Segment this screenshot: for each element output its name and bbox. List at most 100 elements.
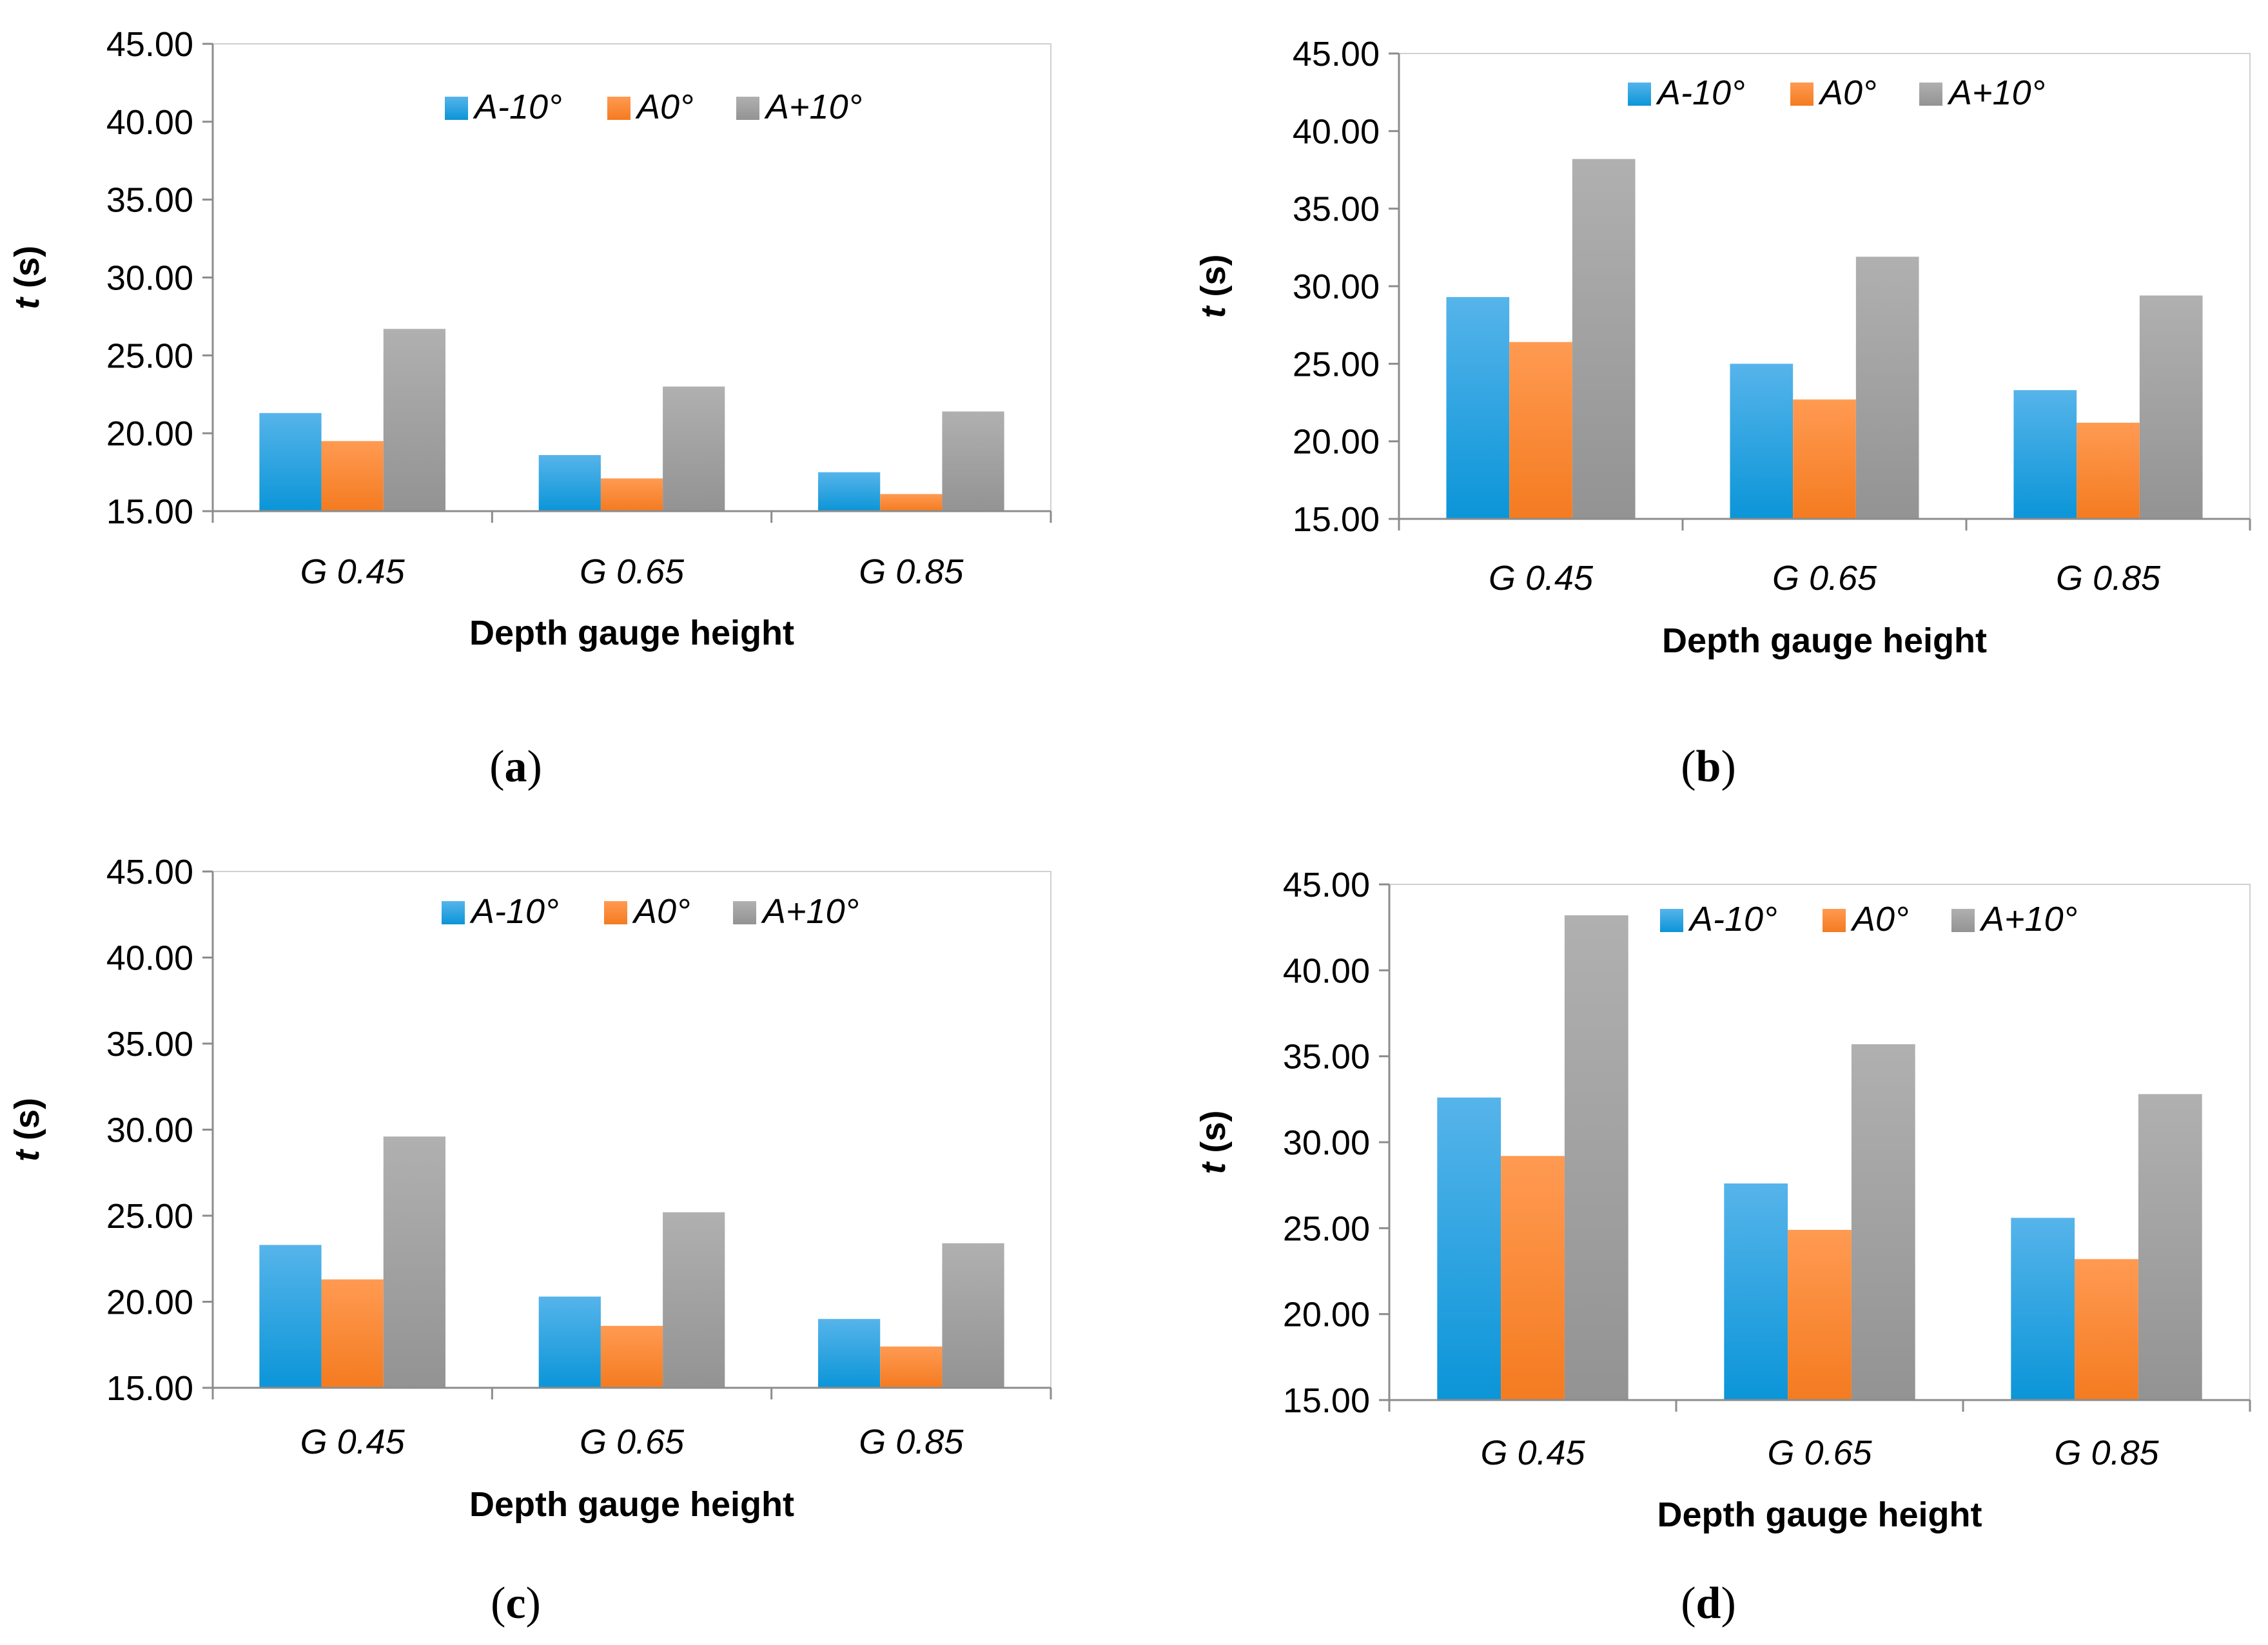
bar-a-s0-c1 [538,455,601,511]
panel-label-b-letter: b [1696,742,1721,792]
panel-label-a-letter: a [504,742,527,792]
legend-label-a-2: A+10° [764,88,862,126]
legend-label-a-1: A0° [635,88,694,126]
y-tick-label-d-4: 35.00 [1283,1038,1370,1076]
x-category-label-b-2: G 0.85 [2056,559,2161,598]
y-axis-title-var-a: t [8,297,46,309]
y-tick-label-a-2: 25.00 [106,336,193,375]
y-tick-label-a-6: 45.00 [106,25,193,64]
legend-label-b-1: A0° [1818,73,1877,112]
bar-a-s2-c0 [383,329,445,511]
y-axis-title-a: t (s) [8,246,46,309]
y-tick-label-c-2: 25.00 [106,1197,193,1236]
y-tick-label-d-1: 20.00 [1283,1296,1370,1334]
x-category-label-c-1: G 0.65 [580,1423,685,1461]
legend-label-a-0: A-10° [473,88,562,126]
legend-label-b-2: A+10° [1947,73,2045,112]
bar-c-s1-c1 [600,1325,663,1388]
bar-b-s2-c0 [1572,159,1636,520]
y-tick-label-b-5: 40.00 [1293,112,1380,151]
y-tick-label-c-0: 15.00 [106,1369,193,1408]
legend-swatch-a-1 [607,97,631,120]
legend-label-b-0: A-10° [1656,73,1745,112]
x-category-label-a-1: G 0.65 [580,552,685,591]
y-tick-label-b-2: 25.00 [1293,345,1380,384]
bar-b-s1-c1 [1793,399,1856,519]
bar-c-s2-c0 [383,1136,445,1388]
x-category-label-b-0: G 0.45 [1489,559,1594,598]
y-tick-label-c-3: 30.00 [106,1111,193,1150]
bar-a-s0-c2 [818,472,881,511]
bar-b-s1-c0 [1509,342,1572,519]
x-axis-title-d: Depth gauge height [1657,1495,1982,1534]
legend-swatch-b-2 [1919,83,1942,106]
legend-label-c-1: A0° [632,892,690,931]
y-tick-label-d-0: 15.00 [1283,1381,1370,1420]
panel-label-c-letter: c [505,1579,526,1628]
legend-swatch-c-0 [442,901,465,924]
y-tick-label-b-0: 15.00 [1293,500,1380,539]
y-tick-label-b-4: 35.00 [1293,190,1380,229]
bar-a-s1-c0 [321,441,384,511]
bar-b-s2-c1 [1855,257,1919,519]
bar-d-s1-c2 [2075,1259,2138,1400]
y-tick-label-a-4: 35.00 [106,181,193,220]
x-category-label-d-1: G 0.65 [1767,1434,1872,1472]
bar-c-s2-c1 [663,1212,725,1388]
bar-b-s0-c1 [1730,364,1794,519]
y-tick-label-a-0: 15.00 [106,492,193,531]
legend-swatch-a-0 [445,97,468,120]
y-tick-label-a-5: 40.00 [106,103,193,142]
y-axis-title-unit-b: (s) [1194,255,1233,307]
bar-c-s1-c0 [321,1279,384,1388]
y-tick-label-c-1: 20.00 [106,1283,193,1322]
y-tick-label-a-3: 30.00 [106,259,193,298]
bar-c-s0-c0 [259,1245,322,1388]
y-tick-label-c-5: 40.00 [106,939,193,978]
panel-label-c: (c) [491,1579,541,1628]
bar-c-s1-c2 [880,1346,943,1388]
legend-swatch-b-0 [1628,83,1651,106]
legend-label-d-0: A-10° [1688,900,1777,939]
legend-swatch-a-2 [736,97,759,120]
legend-swatch-c-2 [733,901,756,924]
y-axis-title-unit-a: (s) [8,246,46,298]
bar-a-s1-c1 [600,478,663,511]
y-axis-title-unit-d: (s) [1194,1111,1233,1163]
y-tick-label-c-4: 35.00 [106,1025,193,1064]
x-category-label-d-2: G 0.85 [2054,1434,2159,1472]
y-axis-title-var-b: t [1194,305,1233,318]
y-tick-label-a-1: 20.00 [106,414,193,453]
panel-label-a: (a) [489,742,542,792]
bar-a-s1-c2 [880,494,943,511]
legend-swatch-d-1 [1823,909,1846,932]
y-axis-title-d: t (s) [1194,1111,1233,1174]
y-tick-label-c-6: 45.00 [106,853,193,891]
bar-b-s0-c2 [2013,390,2077,519]
y-axis-title-var-c: t [8,1149,46,1162]
bar-d-s2-c1 [1851,1044,1915,1400]
x-category-label-d-0: G 0.45 [1480,1434,1585,1472]
x-axis-title-c: Depth gauge height [469,1485,794,1524]
x-category-label-c-0: G 0.45 [300,1423,406,1461]
bar-c-s0-c2 [818,1319,881,1388]
bar-d-s1-c1 [1788,1230,1852,1400]
panel-label-b: (b) [1681,742,1736,792]
panel-label-d-letter: d [1696,1579,1721,1628]
y-tick-label-b-6: 45.00 [1293,35,1380,73]
y-tick-label-d-3: 30.00 [1283,1124,1370,1162]
legend-swatch-d-0 [1660,909,1683,932]
bar-d-s2-c2 [2138,1094,2202,1400]
bar-b-s0-c0 [1446,297,1510,519]
y-tick-label-d-2: 25.00 [1283,1209,1370,1248]
bar-b-s1-c2 [2077,422,2140,519]
legend-swatch-c-1 [604,901,627,924]
x-axis-title-b: Depth gauge height [1662,621,1987,660]
x-category-label-a-2: G 0.85 [859,552,964,591]
y-axis-title-var-d: t [1194,1161,1233,1174]
